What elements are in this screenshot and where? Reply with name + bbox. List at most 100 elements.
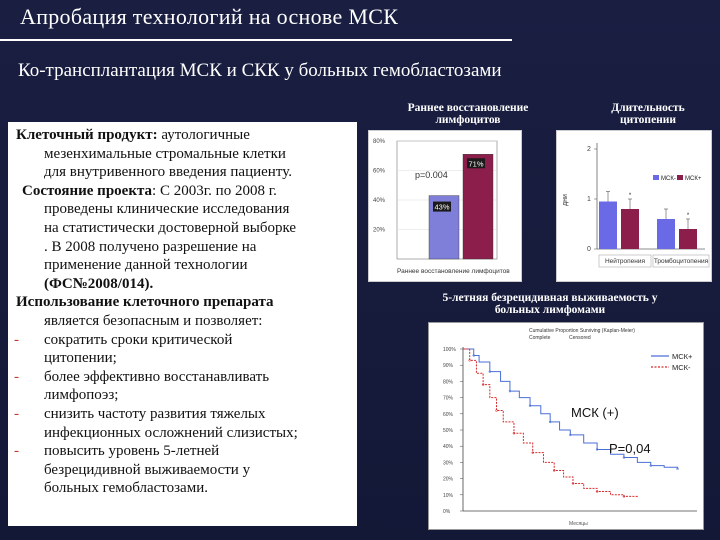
- status-line-1: Состояние проекта: С 2003г. по 2008 г.: [16, 182, 351, 201]
- km-censor-mark: [531, 451, 534, 454]
- km-censor-mark: [481, 383, 485, 386]
- surv-caption-line-1: 5-летняя безрецидивная выживаемость у: [442, 292, 658, 304]
- km-curve-msk-minus: [463, 348, 638, 499]
- status-line-2: проведены клинические исследования: [44, 201, 290, 218]
- product-line-1: Клеточный продукт: аутологичные: [16, 126, 351, 145]
- y-tick-label: 10%: [443, 493, 454, 499]
- km-censor-mark: [569, 433, 572, 437]
- legend-label-msk-minus: МСК-: [661, 176, 676, 182]
- x-axis-label: Раннее восстановление лимфоцитов: [397, 268, 510, 275]
- km-x-label: Месяцы: [569, 521, 588, 527]
- bar-МСК+-1: [621, 209, 639, 249]
- km-annotation-group: МСК (+): [571, 405, 619, 420]
- km-legend: МСК+ МСК-: [651, 352, 693, 372]
- slide-subtitle: Ко-трансплантация МСК и СКК у больных ге…: [18, 60, 502, 81]
- km-curve-msk-plus: [463, 348, 679, 469]
- category-box-2: [652, 254, 710, 268]
- y-tick-label: 30%: [443, 460, 454, 466]
- dur-caption-line-2: цитопении: [619, 114, 677, 126]
- bullet-2-cont: лимфопоэз;: [44, 387, 119, 404]
- dur-caption-line-1: Длительность: [611, 102, 685, 114]
- status-line-4: . В 2008 получено разрешение на: [44, 238, 257, 255]
- km-censor-mark: [571, 482, 575, 485]
- bullet-4-text-a: повысить уровень 5-летней: [44, 443, 220, 460]
- km-title: Cumulative Proportion Surviving (Kaplan-…: [529, 328, 635, 334]
- legend-swatch-msk-minus: [653, 175, 659, 180]
- bullet-1: - сократить сроки критической: [14, 331, 351, 350]
- category-box-1: [598, 254, 652, 268]
- survival-chart: Cumulative Proportion Surviving (Kaplan-…: [428, 322, 704, 530]
- bullet-3: - снизить частоту развития тяжелых: [14, 405, 351, 424]
- legend-label-msk-plus: МСК+: [685, 176, 702, 182]
- bullet-2: - более эффективно восстанавливать: [14, 368, 351, 387]
- y-tick-label: 0: [587, 246, 591, 253]
- km-censor-mark: [622, 495, 626, 498]
- y-axis-label: дни: [562, 194, 569, 206]
- km-censor-mark: [512, 431, 516, 435]
- y-tick-label: 20%: [443, 477, 454, 483]
- y-tick-label: 60%: [443, 412, 454, 418]
- cytopenia-chart-svg: дни 2 1 0 * * МСК- МСК+ Нейтропения Тромбоц…: [562, 143, 710, 268]
- bullet-dash: -: [14, 331, 19, 348]
- data-label-2: 71%: [468, 159, 483, 168]
- status-label: Состояние проекта: [22, 182, 153, 199]
- y-tick-label: 80%: [373, 139, 386, 145]
- km-censor-mark: [622, 456, 626, 459]
- p-value-label: p=0.004: [415, 170, 448, 180]
- legend-swatch-msk-plus: [677, 175, 683, 180]
- lymphocyte-recovery-chart: 80% 60% 40% 20% 43% 71% p=0.004 Раннее восст…: [368, 130, 522, 282]
- usage-heading: Использование клеточного препарата: [16, 294, 274, 311]
- y-tick-label: 2: [587, 146, 591, 153]
- bullet-1-text-a: сократить сроки критической: [44, 331, 233, 348]
- surv-caption-line-2: больных лимфомами: [494, 304, 606, 316]
- y-tick-label: 20%: [373, 228, 386, 234]
- bullet-1-cont: цитопении;: [44, 350, 117, 367]
- survival-chart-svg: Cumulative Proportion Surviving (Kaplan-…: [443, 328, 697, 527]
- bullet-dash: -: [14, 368, 19, 385]
- km-censor-mark: [528, 404, 532, 407]
- km-censor-mark: [649, 464, 653, 467]
- significance-star: *: [687, 213, 690, 219]
- status-line-5: применение данной технологии: [44, 257, 248, 274]
- survival-caption: 5-летняя безрецидивная выживаемость у бо…: [400, 292, 700, 316]
- bullet-dash: -: [14, 405, 19, 422]
- bar-МСК--1: [599, 201, 617, 249]
- bullet-dash: -: [14, 443, 19, 460]
- km-legend-censored: Censored: [569, 335, 591, 341]
- y-tick-label: 50%: [443, 428, 454, 434]
- y-tick-label: 80%: [443, 379, 454, 385]
- status-line-3: на статистически достоверной выборке: [44, 219, 297, 236]
- bullet-2-text-a: более эффективно восстанавливать: [44, 368, 270, 385]
- certificate-number: (ФС№2008/014).: [44, 275, 154, 292]
- early-recovery-caption: Раннее восстановление лимфоцитов: [378, 102, 558, 126]
- km-censor-mark: [548, 420, 552, 424]
- usage-line-2: является безопасным и позволяет:: [44, 312, 263, 329]
- data-label-bg: [467, 158, 485, 169]
- km-censor-mark: [676, 467, 679, 471]
- data-label-bg: [433, 201, 451, 212]
- km-censor-mark: [552, 469, 556, 472]
- km-censor-mark: [595, 448, 599, 451]
- y-tick-label: 0%: [443, 509, 451, 515]
- y-tick-label: 60%: [373, 169, 386, 175]
- early-caption-line-1: Раннее восстановление: [407, 102, 529, 114]
- slide-title: Апробация технологий на основе МСК: [20, 4, 399, 29]
- status-line-6: (ФС№2008/014).: [16, 275, 351, 294]
- category-label-neutropenia: Нейтропения: [605, 257, 646, 265]
- y-tick-label: 1: [587, 196, 591, 203]
- product-line-2: мезенхимальные стромальные клетки: [44, 145, 286, 162]
- y-tick-label: 40%: [443, 444, 454, 450]
- cytopenia-caption: Длительность цитопении: [578, 102, 718, 126]
- bullet-4-cont-1: безрецидивной выживаемости у: [44, 461, 251, 478]
- km-censor-mark: [508, 389, 512, 393]
- y-tick-label: 70%: [443, 396, 454, 402]
- bullet-4-cont-2: больных гемобластозами.: [44, 480, 208, 497]
- y-tick-label: 40%: [373, 198, 386, 204]
- km-annotation-pvalue: P=0,04: [609, 441, 651, 456]
- legend: МСК- МСК+: [653, 175, 702, 182]
- bullet-4: - повысить уровень 5-летней: [14, 442, 351, 461]
- km-censor-mark: [488, 370, 492, 373]
- km-censor-mark: [595, 490, 599, 493]
- lymphocyte-chart-svg: 80% 60% 40% 20% 43% 71% p=0.004 Раннее восст…: [373, 139, 510, 275]
- product-line-3: для внутривенного введения пациенту.: [44, 164, 292, 181]
